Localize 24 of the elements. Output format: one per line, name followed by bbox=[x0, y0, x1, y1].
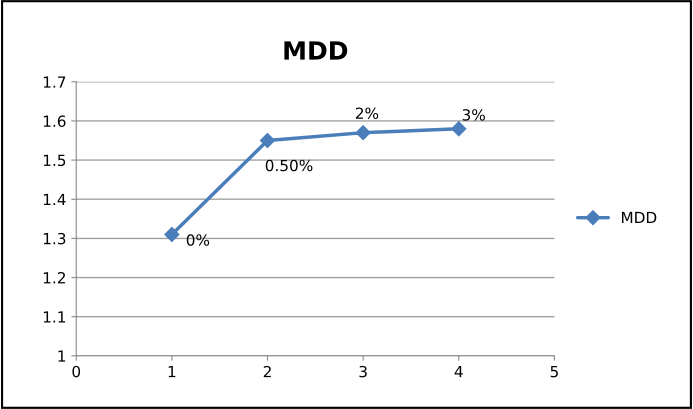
x-tick-label: 3 bbox=[359, 366, 367, 378]
point bbox=[356, 125, 371, 140]
point bbox=[260, 132, 276, 148]
annotation: 0.50% bbox=[266, 160, 312, 172]
x-tick-label: 2 bbox=[264, 366, 271, 378]
point bbox=[164, 226, 180, 242]
y-tick-label: 1.3 bbox=[44, 232, 66, 244]
y-tick-label: 1.5 bbox=[44, 154, 66, 166]
annotation: 0% bbox=[186, 234, 210, 246]
y-tick-label: 1 bbox=[58, 350, 66, 362]
y-tick-label: 1.7 bbox=[44, 76, 66, 88]
x-tick-label: 4 bbox=[454, 366, 463, 378]
x-tick-label: 0 bbox=[72, 366, 80, 378]
y-tick-label: 1.2 bbox=[44, 272, 65, 284]
point bbox=[451, 121, 466, 136]
y-tick-label: 1.6 bbox=[44, 115, 66, 127]
x-tick-label: 5 bbox=[550, 366, 558, 378]
chart-title: MDD bbox=[284, 41, 348, 60]
y-tick-label: 1.1 bbox=[44, 311, 66, 322]
legend-label: MDD bbox=[622, 212, 656, 224]
annotation: 2% bbox=[356, 107, 378, 120]
annotation: 3% bbox=[462, 109, 485, 121]
y-tick-label: 1.4 bbox=[44, 194, 66, 206]
x-tick-label: 1 bbox=[168, 366, 176, 378]
